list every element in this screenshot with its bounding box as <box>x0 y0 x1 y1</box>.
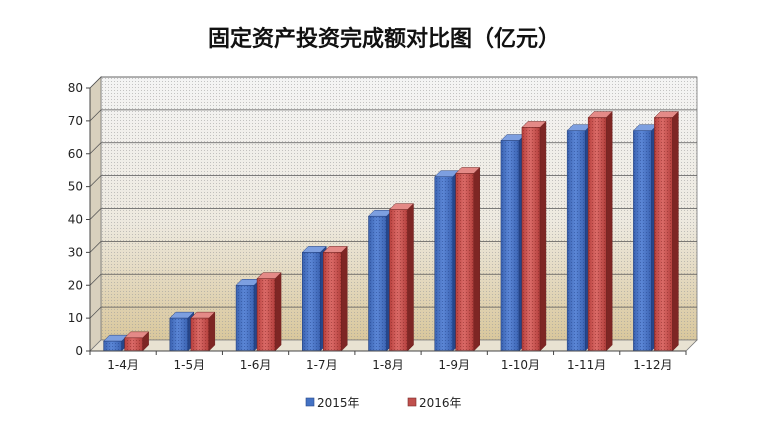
bar-2016-1 <box>190 311 216 352</box>
legend-label-2016: 2016年 <box>419 396 462 410</box>
x-axis-labels: 1-4月 1-5月 1-6月 1-7月 1-8月 1-9月 1-10月 1-11月 1-12月 <box>89 351 687 372</box>
bars <box>103 110 679 352</box>
bar-front-texture <box>323 252 342 351</box>
bar-2015-2 <box>235 278 261 352</box>
gridline <box>89 142 697 155</box>
y-tick-label: 70 <box>68 114 83 128</box>
x-tick-label: 1-11月 <box>567 358 606 372</box>
legend-item-2015: 2015年 <box>305 396 360 410</box>
gridline <box>89 273 697 286</box>
x-tick-label: 1-8月 <box>372 358 404 372</box>
bar-side-face <box>208 311 216 352</box>
y-tick-label: 80 <box>68 81 83 95</box>
gridline <box>89 306 697 319</box>
y-tick-label: 10 <box>68 311 83 325</box>
bar-2016-0 <box>124 331 150 352</box>
bar-side-face <box>407 203 414 352</box>
gridline <box>89 175 697 187</box>
bar-2016-7 <box>587 110 613 352</box>
bar-2016-6 <box>521 120 547 352</box>
bar-front-texture <box>236 285 255 351</box>
bar-front-texture <box>389 209 408 351</box>
chart-title: 固定资产投资完成额对比图（亿元） <box>208 26 560 52</box>
y-tick-label: 40 <box>68 213 83 227</box>
bar-front-texture <box>567 130 586 351</box>
bar-front-texture <box>434 176 453 351</box>
bar-2016-3 <box>322 245 348 352</box>
gridline <box>89 208 697 220</box>
legend-item-2016: 2016年 <box>407 396 462 410</box>
bar-2015-8 <box>632 124 658 352</box>
bar-side-face <box>672 110 679 352</box>
x-tick-label: 1-12月 <box>633 358 672 372</box>
x-tick-label: 1-6月 <box>240 358 272 372</box>
y-axis-ticks: 0 10 20 30 40 50 60 70 80 <box>68 81 90 358</box>
bar-2015-5 <box>434 170 460 352</box>
bar-2016-5 <box>455 166 481 352</box>
bar-2016-8 <box>653 110 679 352</box>
bar-front-texture <box>190 318 209 351</box>
bar-front-texture <box>368 216 387 351</box>
legend-swatch-2016 <box>407 397 417 407</box>
bar-front-texture <box>500 140 519 351</box>
x-tick-label: 1-10月 <box>501 358 540 372</box>
bar-front-texture <box>169 318 188 351</box>
gridline <box>89 109 697 122</box>
bar-front-texture <box>302 252 321 351</box>
bar-side-face <box>473 166 480 352</box>
bar-2016-4 <box>388 203 415 352</box>
legend-swatch-2015 <box>305 397 315 407</box>
bar-front-texture <box>588 117 607 352</box>
y-tick-label: 20 <box>68 278 83 292</box>
bar-front-texture <box>103 341 122 351</box>
bar-2015-3 <box>301 245 327 352</box>
bar-2015-1 <box>169 311 195 352</box>
bar-front-texture <box>257 278 276 351</box>
x-tick-label: 1-4月 <box>107 358 139 372</box>
bar-front-texture <box>654 117 673 352</box>
bar-side-face <box>341 245 348 352</box>
bar-2016-2 <box>256 272 282 352</box>
y-tick-label: 30 <box>68 245 83 259</box>
gridline <box>89 76 697 89</box>
bar-front-texture <box>455 173 474 351</box>
bar-2015-4 <box>367 209 394 352</box>
gridlines <box>89 76 697 319</box>
y-tick-label: 50 <box>68 180 83 194</box>
y-tick-label: 0 <box>75 344 83 358</box>
legend-label-2015: 2015年 <box>317 396 360 410</box>
gridline <box>89 240 697 253</box>
legend: 2015年 2016年 <box>305 396 462 410</box>
bar-side-face <box>605 110 613 352</box>
y-tick-label: 60 <box>68 147 83 161</box>
bar-front-texture <box>521 127 540 351</box>
x-tick-label: 1-7月 <box>306 358 338 372</box>
x-tick-label: 1-9月 <box>438 358 470 372</box>
x-tick-label: 1-5月 <box>174 358 206 372</box>
bar-front-texture <box>633 130 652 351</box>
bar-side-face <box>539 120 547 352</box>
bar-2015-6 <box>500 133 526 352</box>
bar-2015-0 <box>103 334 129 352</box>
bar-2015-7 <box>566 124 592 352</box>
plot-area <box>89 76 698 352</box>
bar-front-texture <box>124 337 143 351</box>
bar-side-face <box>274 272 282 352</box>
